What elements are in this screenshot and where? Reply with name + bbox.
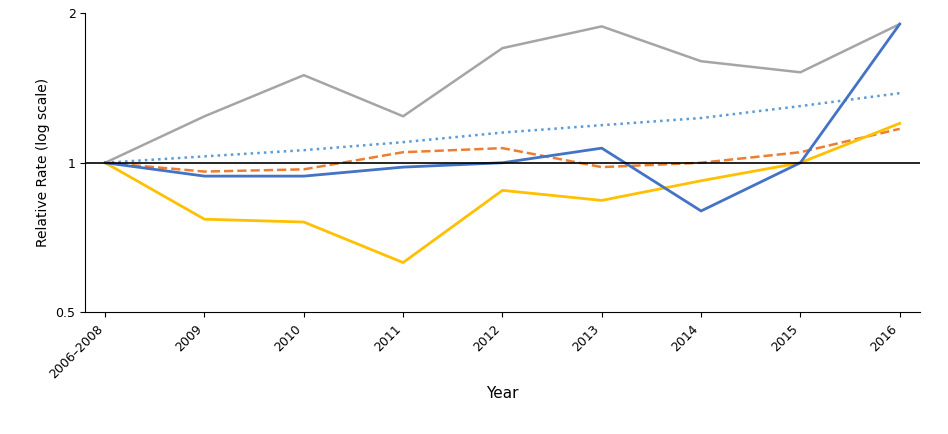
Yersinia	[397, 164, 409, 170]
Campylobacter	[794, 103, 806, 108]
Line: Campylobacter: Campylobacter	[105, 93, 900, 163]
Shigella	[894, 121, 905, 126]
Salmonella	[298, 167, 309, 172]
Line: Shigella: Shigella	[105, 123, 900, 263]
Shigella	[596, 198, 608, 203]
Salmonella	[894, 126, 905, 132]
Yersinia	[596, 145, 608, 151]
Vibrio	[596, 24, 608, 29]
Campylobacter	[596, 122, 608, 128]
Vibrio	[298, 72, 309, 78]
Campylobacter	[298, 148, 309, 153]
Salmonella	[596, 164, 608, 170]
Y-axis label: Relative Rate (log scale): Relative Rate (log scale)	[36, 78, 50, 247]
Campylobacter	[497, 130, 508, 135]
Yersinia	[100, 160, 111, 165]
Salmonella	[497, 145, 508, 151]
Campylobacter	[100, 160, 111, 165]
Shigella	[497, 188, 508, 193]
Vibrio	[199, 114, 210, 119]
Salmonella	[794, 150, 806, 155]
Salmonella	[199, 169, 210, 174]
Shigella	[397, 260, 409, 265]
Vibrio	[497, 46, 508, 51]
Yersinia	[298, 174, 309, 179]
Campylobacter	[397, 140, 409, 145]
Yersinia	[199, 174, 210, 179]
Yersinia	[696, 208, 707, 214]
Vibrio	[894, 22, 905, 27]
Shigella	[100, 160, 111, 165]
Yersinia	[497, 160, 508, 165]
Salmonella	[100, 160, 111, 165]
Vibrio	[100, 160, 111, 165]
Yersinia	[894, 22, 905, 27]
Line: Vibrio: Vibrio	[105, 24, 900, 163]
Shigella	[696, 178, 707, 184]
Shigella	[298, 220, 309, 225]
Vibrio	[696, 59, 707, 64]
Line: Yersinia: Yersinia	[105, 24, 900, 211]
Vibrio	[794, 70, 806, 75]
Campylobacter	[894, 91, 905, 96]
Yersinia	[794, 160, 806, 165]
Campylobacter	[199, 154, 210, 159]
Shigella	[199, 217, 210, 222]
Shigella	[794, 160, 806, 165]
X-axis label: Year: Year	[486, 386, 519, 401]
Line: Salmonella: Salmonella	[105, 129, 900, 171]
Salmonella	[397, 150, 409, 155]
Campylobacter	[696, 115, 707, 121]
Vibrio	[397, 114, 409, 119]
Salmonella	[696, 160, 707, 165]
